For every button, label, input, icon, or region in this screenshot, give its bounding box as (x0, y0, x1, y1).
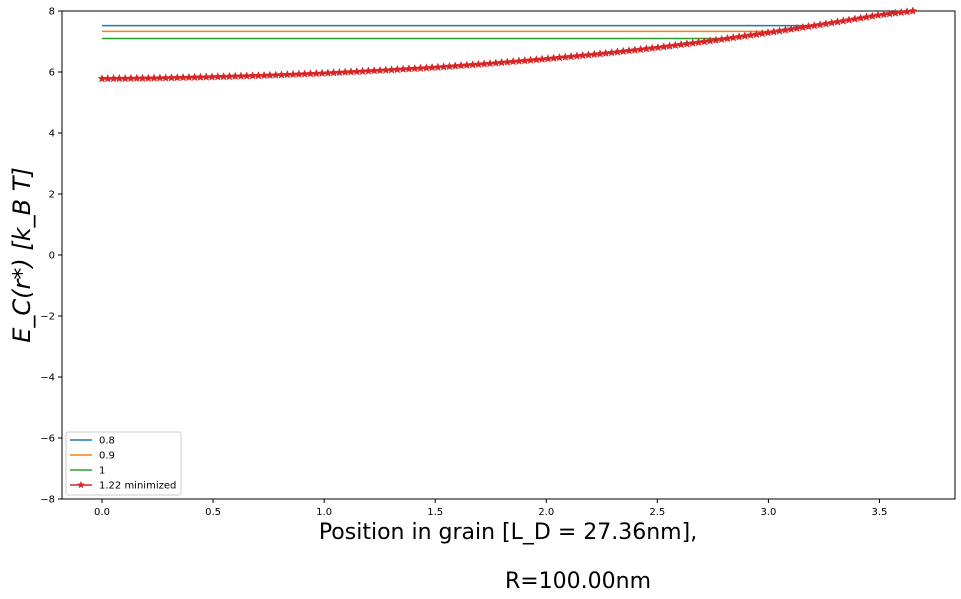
legend-label: 0.8 (99, 436, 115, 447)
y-axis-label: E_C(r*) [k_B T] (8, 167, 36, 343)
x-tick-label: 0.5 (205, 507, 221, 518)
x-tick-label: 2.0 (538, 507, 554, 518)
y-tick-label: 6 (49, 68, 55, 79)
legend-label: 1 (99, 466, 105, 477)
x-axis-ticks: 0.0 0.5 1.0 1.5 2.0 2.5 3.0 3.5 (94, 499, 887, 518)
legend-marker (77, 481, 85, 489)
x-tick-label: 1.5 (427, 507, 443, 518)
legend-label: 0.9 (99, 451, 115, 462)
x-tick-label: 2.5 (649, 507, 665, 518)
legend-label: 1.22 minimized (99, 481, 176, 492)
y-tick-label: 2 (49, 190, 55, 201)
legend-box (65, 431, 182, 496)
y-tick-label: 4 (49, 129, 55, 140)
x-axis-label: Position in grain [L_D = 27.36nm], (319, 520, 697, 545)
y-tick-label: −4 (40, 373, 55, 384)
series-lines (97, 6, 918, 83)
x-tick-label: 3.5 (872, 507, 888, 518)
y-tick-label: −6 (40, 434, 55, 445)
x-tick-label: 3.0 (760, 507, 776, 518)
series-line-0.8 (102, 10, 913, 27)
y-axis-ticks: −8 −6 −4 −2 0 2 4 6 8 (40, 7, 62, 506)
y-tick-label: 0 (49, 251, 55, 262)
x-axis-label-line2: R=100.00nm (505, 569, 651, 594)
legend: 0.8 0.9 1 1.22 minimized (65, 431, 182, 496)
x-tick-label: 1.0 (316, 507, 332, 518)
plot-area (61, 10, 956, 500)
y-tick-label: −2 (40, 312, 55, 323)
y-tick-label: 8 (49, 7, 55, 18)
series-marker (908, 6, 918, 15)
x-tick-label: 0.0 (94, 507, 110, 518)
y-tick-label: −8 (40, 495, 55, 506)
